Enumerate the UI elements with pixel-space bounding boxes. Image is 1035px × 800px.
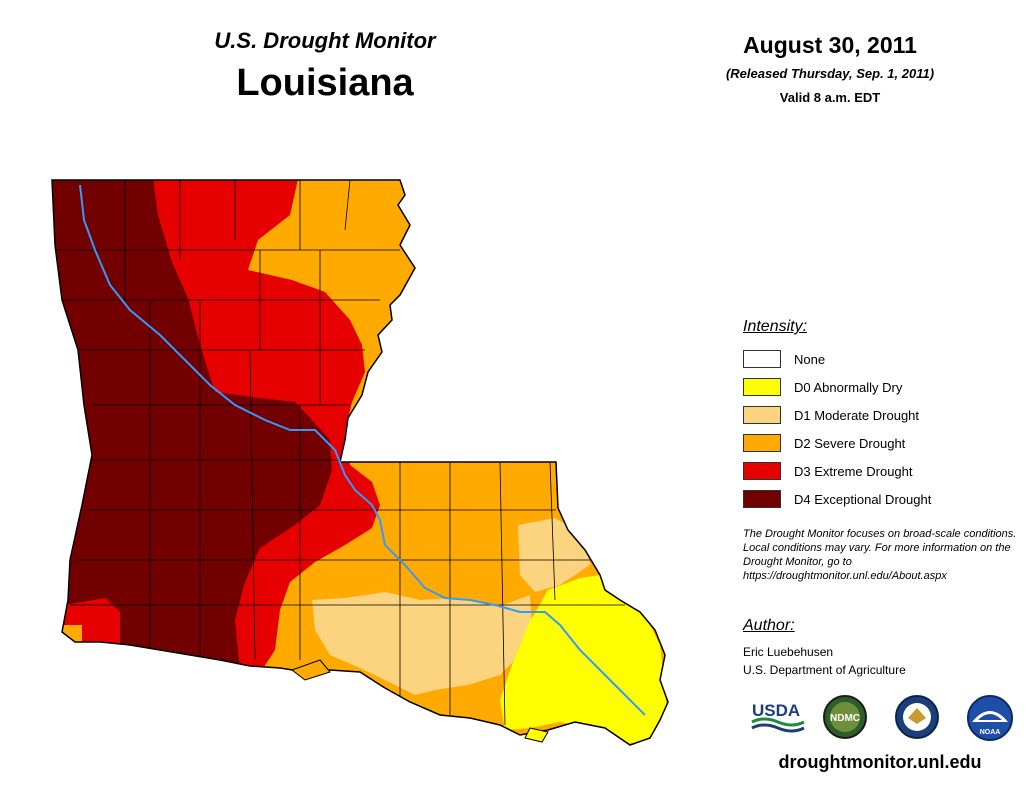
d1-coastal-region — [312, 592, 532, 695]
legend-swatch — [743, 378, 781, 396]
noaa-logo: NOAA — [967, 695, 1013, 741]
delta-island — [524, 727, 549, 743]
legend-swatch — [743, 406, 781, 424]
ndmc-logo-text: NDMC — [830, 713, 860, 724]
legend-swatch — [743, 462, 781, 480]
legend-label: D3 Extreme Drought — [794, 463, 913, 479]
author-name: Eric Luebehusen — [743, 645, 834, 659]
legend-title: Intensity: — [743, 318, 808, 335]
map-title: Louisiana — [236, 62, 414, 104]
ndmc-logo: NDMC — [823, 695, 867, 739]
drought-regions — [52, 180, 668, 745]
state-outline — [51, 179, 669, 746]
legend-label: D2 Severe Drought — [794, 435, 906, 451]
legend-item-d1: D1 Moderate Drought — [743, 404, 919, 426]
d4-region — [52, 180, 332, 670]
legend-item-d2: D2 Severe Drought — [743, 432, 905, 454]
usda-logo: USDA — [751, 701, 805, 733]
river-line — [79, 184, 646, 716]
footer-url[interactable]: droughtmonitor.unl.edu — [778, 752, 982, 772]
legend-swatch — [743, 434, 781, 452]
release-date: (Released Thursday, Sep. 1, 2011) — [725, 66, 935, 81]
author-title: Author: — [743, 617, 795, 634]
usda-logo-text: USDA — [752, 701, 800, 720]
legend-item-d0: D0 Abnormally Dry — [743, 376, 902, 398]
legend-swatch — [743, 350, 781, 368]
legend-item-d4: D4 Exceptional Drought — [743, 488, 931, 510]
valid-time: Valid 8 a.m. EDT — [779, 90, 881, 105]
coastal-island — [290, 659, 331, 681]
noaa-logo-text: NOAA — [980, 729, 1001, 736]
d0-southeast-region — [500, 575, 668, 745]
legend-label: D0 Abnormally Dry — [794, 379, 903, 395]
legend-label: None — [794, 351, 826, 367]
legend-item-d3: D3 Extreme Drought — [743, 460, 913, 482]
d1-east-region — [518, 518, 590, 592]
legend-swatch — [743, 490, 781, 508]
legend-label: D1 Moderate Drought — [794, 407, 920, 423]
doc-seal-logo — [895, 695, 939, 739]
map-subtitle: U.S. Drought Monitor — [214, 28, 436, 53]
legend-label: D4 Exceptional Drought — [794, 491, 932, 507]
author-org: U.S. Department of Agriculture — [743, 663, 906, 677]
disclaimer-note: The Drought Monitor focuses on broad-sca… — [743, 528, 1017, 582]
legend-item-none: None — [743, 348, 825, 370]
map-date: August 30, 2011 — [743, 32, 917, 58]
county-lines — [55, 180, 625, 726]
